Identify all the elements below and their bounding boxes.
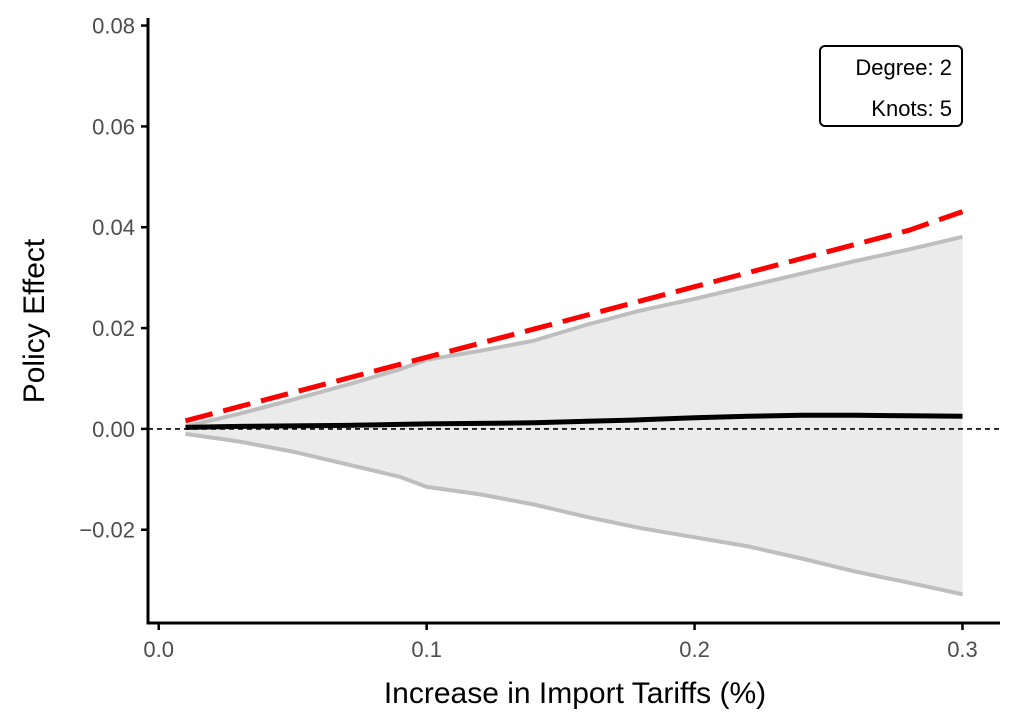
x-axis-title: Increase in Import Tariffs (%) bbox=[384, 677, 766, 710]
lower-bound-line bbox=[185, 431, 963, 597]
y-tick-label: 0.06 bbox=[92, 114, 135, 139]
y-tick-label: 0.00 bbox=[92, 417, 135, 442]
x-tick-label: 0.1 bbox=[411, 637, 442, 662]
y-tick-label: 0.04 bbox=[92, 215, 135, 240]
x-tick-label: 0.0 bbox=[143, 637, 174, 662]
y-tick-label: −0.02 bbox=[79, 518, 135, 543]
confidence-band bbox=[185, 236, 963, 595]
estimate-line bbox=[185, 412, 963, 430]
y-tick-label: 0.08 bbox=[92, 14, 135, 39]
annotation-box: Degree: 2 Knots: 5 bbox=[819, 45, 963, 127]
y-tick-label: 0.02 bbox=[92, 316, 135, 341]
true-effect-line bbox=[184, 209, 964, 424]
annotation-frame bbox=[819, 45, 963, 127]
axes: −0.02 0.00 0.02 0.04 0.06 0.08 0.0 0.1 0.2 0.3 bbox=[79, 14, 1000, 662]
annotation-line: Knots: 5 bbox=[871, 96, 952, 121]
y-axis-title: Policy Effect bbox=[18, 238, 51, 403]
x-tick-label: 0.3 bbox=[947, 637, 978, 662]
annotation-line: Degree: 2 bbox=[855, 55, 952, 80]
upper-bound-line bbox=[185, 234, 963, 429]
plot-area bbox=[148, 209, 1000, 597]
x-tick-label: 0.2 bbox=[679, 637, 710, 662]
